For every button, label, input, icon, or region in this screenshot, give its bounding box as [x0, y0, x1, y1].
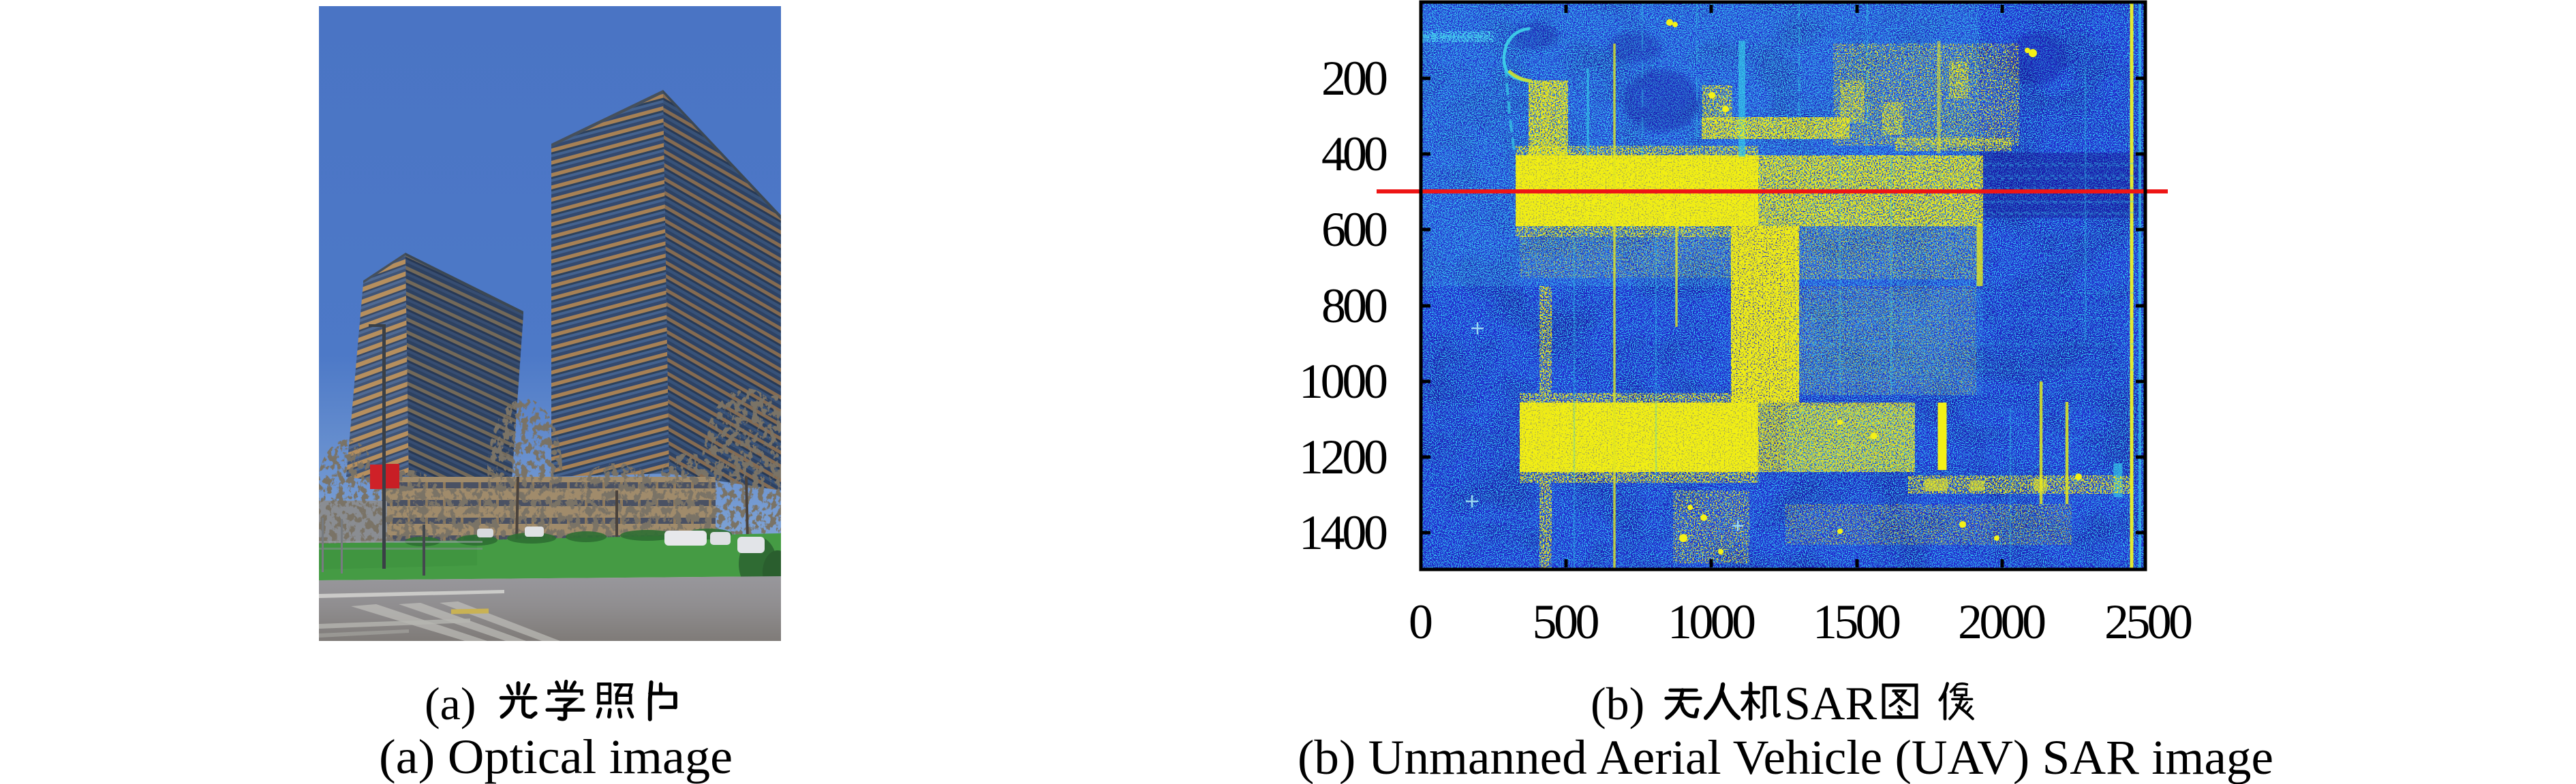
- svg-text:600: 600: [1321, 202, 1388, 257]
- svg-text:(a) Optical image: (a) Optical image: [379, 730, 733, 784]
- svg-text:500: 500: [1533, 595, 1600, 649]
- svg-text:1000: 1000: [1299, 354, 1388, 409]
- svg-text:SAR: SAR: [1784, 678, 1877, 730]
- svg-text:1200: 1200: [1299, 430, 1388, 484]
- svg-text:2500: 2500: [2104, 595, 2193, 649]
- svg-text:800: 800: [1321, 279, 1388, 333]
- svg-text:(a): (a): [425, 678, 476, 730]
- svg-text:200: 200: [1321, 51, 1388, 106]
- svg-text:1500: 1500: [1813, 595, 1901, 649]
- svg-text:0: 0: [1409, 595, 1433, 649]
- svg-text:1400: 1400: [1299, 505, 1388, 560]
- svg-text:1000: 1000: [1668, 595, 1756, 649]
- svg-text:(b): (b): [1591, 678, 1644, 730]
- svg-text:400: 400: [1321, 127, 1388, 181]
- svg-text:(b) Unmanned Aerial Vehicle (U: (b) Unmanned Aerial Vehicle (UAV) SAR im…: [1298, 730, 2273, 784]
- svg-text:2000: 2000: [1958, 595, 2046, 649]
